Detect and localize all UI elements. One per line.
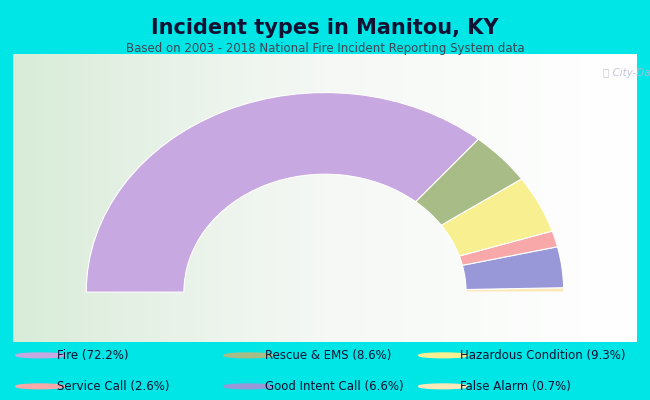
Wedge shape <box>441 179 552 256</box>
Circle shape <box>224 353 273 358</box>
Wedge shape <box>466 288 564 292</box>
Circle shape <box>224 384 273 389</box>
Circle shape <box>16 353 65 358</box>
Wedge shape <box>462 247 564 290</box>
Text: Service Call (2.6%): Service Call (2.6%) <box>57 380 170 393</box>
Text: Hazardous Condition (9.3%): Hazardous Condition (9.3%) <box>460 349 626 362</box>
Circle shape <box>16 384 65 389</box>
Text: ⓘ City-Data.com: ⓘ City-Data.com <box>603 68 650 78</box>
Text: Good Intent Call (6.6%): Good Intent Call (6.6%) <box>265 380 404 393</box>
Circle shape <box>419 384 468 389</box>
Wedge shape <box>415 139 521 225</box>
Wedge shape <box>86 92 478 292</box>
Text: Incident types in Manitou, KY: Incident types in Manitou, KY <box>151 18 499 38</box>
Circle shape <box>419 353 468 358</box>
Text: Based on 2003 - 2018 National Fire Incident Reporting System data: Based on 2003 - 2018 National Fire Incid… <box>125 42 525 55</box>
Text: Fire (72.2%): Fire (72.2%) <box>57 349 129 362</box>
Text: False Alarm (0.7%): False Alarm (0.7%) <box>460 380 571 393</box>
Text: Rescue & EMS (8.6%): Rescue & EMS (8.6%) <box>265 349 391 362</box>
Wedge shape <box>460 231 558 265</box>
